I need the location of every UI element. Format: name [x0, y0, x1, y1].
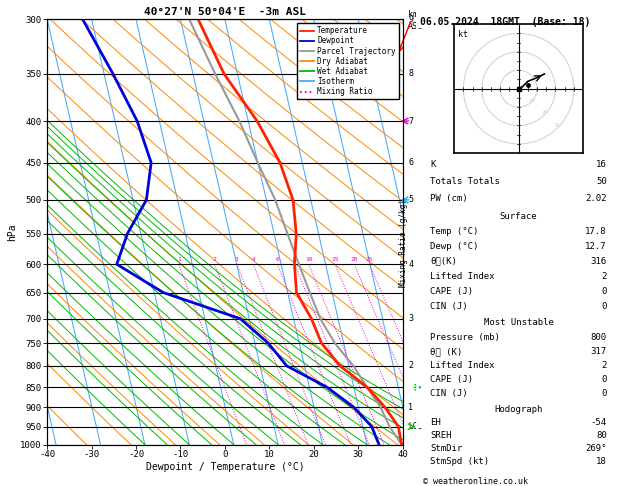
Text: θᴇ(K): θᴇ(K) — [430, 257, 457, 266]
Text: 1: 1 — [177, 257, 181, 262]
Text: Surface: Surface — [500, 212, 537, 221]
Text: 269°: 269° — [586, 444, 607, 452]
Title: 40°27'N 50°04'E  -3m ASL: 40°27'N 50°04'E -3m ASL — [144, 7, 306, 17]
Text: StmSpd (kt): StmSpd (kt) — [430, 456, 489, 466]
Text: 2.02: 2.02 — [586, 193, 607, 203]
Text: 10: 10 — [305, 257, 313, 262]
Text: 0: 0 — [601, 375, 607, 384]
Text: Most Unstable: Most Unstable — [484, 318, 554, 328]
Text: km: km — [408, 10, 418, 19]
Text: 20: 20 — [541, 110, 548, 116]
Text: 0: 0 — [601, 301, 607, 311]
Text: K: K — [430, 159, 436, 169]
Text: 2: 2 — [408, 362, 413, 370]
Text: Lifted Index: Lifted Index — [430, 272, 495, 280]
Text: 9: 9 — [408, 15, 413, 24]
Text: 6: 6 — [276, 257, 279, 262]
Text: 18: 18 — [596, 456, 607, 466]
Text: Pressure (mb): Pressure (mb) — [430, 332, 500, 342]
Text: 30: 30 — [554, 123, 560, 128]
Text: CAPE (J): CAPE (J) — [430, 375, 474, 384]
Text: SREH: SREH — [430, 431, 452, 440]
Text: 0: 0 — [601, 287, 607, 295]
Text: 50: 50 — [596, 176, 607, 186]
Text: CIN (J): CIN (J) — [430, 389, 468, 399]
Text: kt: kt — [458, 30, 468, 39]
X-axis label: Dewpoint / Temperature (°C): Dewpoint / Temperature (°C) — [145, 462, 304, 472]
Text: 20: 20 — [350, 257, 358, 262]
Y-axis label: hPa: hPa — [8, 223, 18, 241]
Text: 3: 3 — [408, 314, 413, 323]
Text: 4: 4 — [252, 257, 255, 262]
Text: 17.8: 17.8 — [586, 227, 607, 236]
Text: 12.7: 12.7 — [586, 242, 607, 251]
Text: 10: 10 — [528, 98, 535, 103]
Text: 2: 2 — [601, 361, 607, 370]
Text: 2: 2 — [601, 272, 607, 280]
Text: 5: 5 — [408, 195, 413, 205]
Text: -54: -54 — [591, 418, 607, 427]
Text: 06.05.2024  18GMT  (Base: 18): 06.05.2024 18GMT (Base: 18) — [420, 17, 590, 27]
Text: Dewp (°C): Dewp (°C) — [430, 242, 479, 251]
Text: 316: 316 — [591, 257, 607, 266]
Text: 8: 8 — [408, 69, 413, 78]
Text: PW (cm): PW (cm) — [430, 193, 468, 203]
Text: 4: 4 — [408, 260, 413, 269]
Text: 7: 7 — [408, 117, 413, 125]
Text: θᴇ (K): θᴇ (K) — [430, 347, 462, 356]
Legend: Temperature, Dewpoint, Parcel Trajectory, Dry Adiabat, Wet Adiabat, Isotherm, Mi: Temperature, Dewpoint, Parcel Trajectory… — [297, 23, 399, 99]
Text: 8: 8 — [293, 257, 297, 262]
Text: 800: 800 — [591, 332, 607, 342]
Text: 16: 16 — [596, 159, 607, 169]
Text: ASL: ASL — [408, 21, 423, 31]
Text: Temp (°C): Temp (°C) — [430, 227, 479, 236]
Text: 80: 80 — [596, 431, 607, 440]
Text: 6: 6 — [408, 158, 413, 167]
Text: Totals Totals: Totals Totals — [430, 176, 500, 186]
Text: Hodograph: Hodograph — [494, 405, 543, 414]
Text: CIN (J): CIN (J) — [430, 301, 468, 311]
Text: CAPE (J): CAPE (J) — [430, 287, 474, 295]
Text: StmDir: StmDir — [430, 444, 462, 452]
Text: 3: 3 — [235, 257, 239, 262]
Text: 25: 25 — [365, 257, 373, 262]
Text: LCL: LCL — [408, 422, 422, 431]
Text: 1: 1 — [408, 403, 413, 412]
Text: Mixing Ratio (g/kg): Mixing Ratio (g/kg) — [399, 199, 408, 287]
Text: 0: 0 — [601, 389, 607, 399]
Text: Lifted Index: Lifted Index — [430, 361, 495, 370]
Text: 317: 317 — [591, 347, 607, 356]
Text: EH: EH — [430, 418, 441, 427]
Text: © weatheronline.co.uk: © weatheronline.co.uk — [423, 477, 528, 486]
Text: 15: 15 — [331, 257, 339, 262]
Text: 2: 2 — [213, 257, 216, 262]
